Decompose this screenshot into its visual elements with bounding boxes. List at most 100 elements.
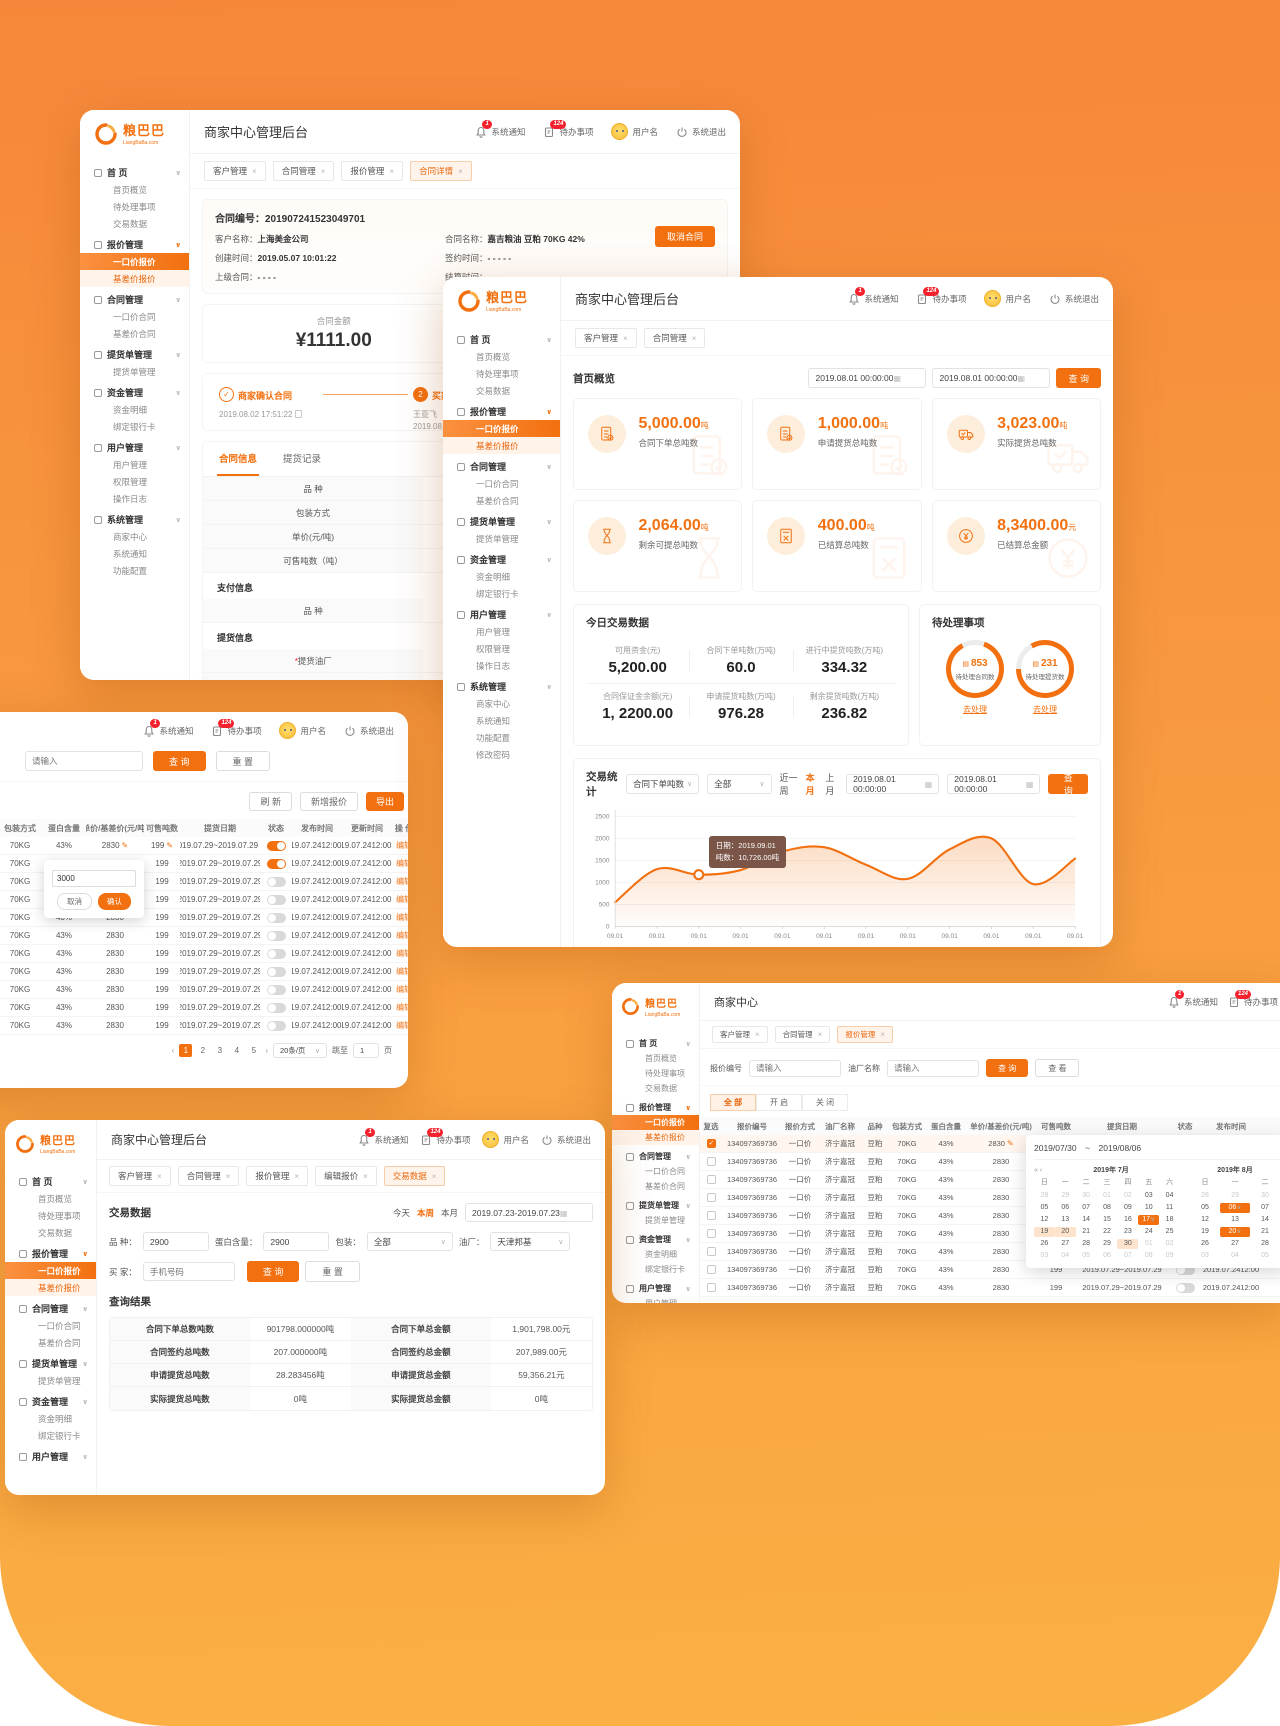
table-row[interactable]: 70KG 43% 2830 199 2019.07.29~2019.07.29 … [0, 981, 408, 999]
sidebar-item[interactable]: 一口价报价 [612, 1115, 699, 1130]
sidebar-item[interactable]: 权限管理 [476, 643, 511, 654]
toolbar-button[interactable]: 新增报价 [299, 792, 358, 811]
page-tab[interactable]: 合同管理 [177, 1166, 240, 1186]
chart-svg[interactable]: 0 500 1000 1500 2000 2500 09.01 09.01 09.01 09.01… [586, 805, 1088, 947]
confirm-button[interactable]: 确认 [98, 893, 131, 910]
reset-button[interactable]: 重 置 [215, 751, 271, 771]
close-icon[interactable] [818, 1030, 823, 1039]
sidebar-item[interactable]: 报价管理 [612, 1100, 699, 1115]
page-number[interactable]: 3 [217, 1046, 223, 1055]
buyer-phone-input[interactable] [142, 1262, 235, 1281]
table-row[interactable]: 70KG 43% 2830 199 2019.07.29~2019.07.29 … [0, 963, 408, 981]
calendar-day[interactable]: 11 [1165, 1204, 1174, 1211]
range-tab[interactable]: 本月 [805, 773, 815, 796]
brand-logo[interactable]: 粮巴巴 LiangBaBa.com [80, 110, 189, 156]
sidebar-item[interactable]: 用户管理 [612, 1281, 699, 1296]
edit-row-link[interactable]: 编辑 [396, 859, 408, 868]
sidebar-item[interactable]: 提货单管理 [80, 346, 189, 363]
calendar-day[interactable]: 14 [1082, 1216, 1091, 1223]
factory-select[interactable]: 天津邦基 [490, 1232, 571, 1251]
table-row[interactable]: 70KG 43% 2830 199 2019.07.29~2019.07.29 … [0, 999, 408, 1017]
metric-select[interactable]: 合同下单吨数 [625, 774, 700, 794]
status-tab[interactable]: 全 部 [710, 1094, 756, 1111]
sidebar-item[interactable]: 商家中心 [113, 531, 148, 542]
sidebar-item[interactable]: 首页概览 [113, 184, 148, 195]
calendar-day[interactable]: 12 [1040, 1216, 1049, 1223]
status-toggle[interactable] [266, 930, 286, 941]
toolbar-button[interactable]: 导出 [365, 792, 404, 811]
search-input[interactable] [25, 751, 143, 771]
calendar-day[interactable]: 20 [1054, 1227, 1076, 1237]
calendar-day[interactable]: 17 [1138, 1215, 1160, 1225]
sidebar-item[interactable]: 报价管理 [5, 1245, 96, 1262]
status-toggle[interactable] [266, 912, 286, 923]
calendar-day[interactable]: 03 [1144, 1192, 1153, 1199]
edit-row-link[interactable]: 编辑 [396, 967, 408, 976]
edit-icon[interactable] [1007, 1139, 1014, 1148]
sidebar-item[interactable]: 提货单管理 [645, 1216, 685, 1225]
calendar-day[interactable]: 27 [1061, 1240, 1070, 1247]
calendar-day[interactable]: 14 [1261, 1216, 1269, 1223]
detail-tab[interactable]: 合同信息 [217, 442, 260, 476]
table-row[interactable]: 70KG 43% 2830 199 2019.07.29~2019.07.29 … [0, 927, 408, 945]
sidebar-item[interactable]: 功能配置 [113, 565, 148, 576]
brand-logo[interactable]: 粮巴巴 LiangBaBa.com [443, 277, 560, 323]
close-icon[interactable] [294, 1172, 299, 1181]
status-toggle[interactable] [266, 966, 286, 977]
notifications-button[interactable]: 1 系统通知 [358, 1127, 408, 1146]
sidebar-item[interactable]: 系统管理 [80, 511, 189, 528]
reset-button[interactable]: 重 置 [305, 1261, 360, 1282]
notifications-button[interactable]: 1 系统通知 [143, 718, 193, 737]
calendar-day[interactable]: 05 [1201, 1204, 1209, 1211]
date-to-input[interactable]: 2019.08.01 00:00:00 [947, 774, 1041, 794]
copy-icon[interactable] [294, 410, 302, 418]
status-toggle[interactable] [1175, 1264, 1195, 1275]
table-row[interactable]: 70KG 43% 2830 199 2019.07.29~2019.07.29 … [0, 1017, 408, 1035]
sidebar-item[interactable]: 系统通知 [113, 548, 148, 559]
sidebar-item[interactable]: 首 页 [5, 1173, 96, 1190]
calendar-day[interactable]: 10 [1144, 1204, 1153, 1211]
sidebar-item[interactable]: 一口价合同 [113, 311, 156, 322]
close-icon[interactable] [321, 167, 326, 176]
sidebar-item[interactable]: 操作日志 [113, 493, 148, 504]
sidebar-item[interactable]: 提货单管理 [5, 1355, 96, 1372]
prev-page-icon[interactable]: ‹ [171, 1046, 175, 1055]
user-menu[interactable]: 用户名 [984, 290, 1031, 307]
sidebar-item[interactable]: 资金明细 [476, 571, 511, 582]
edit-row-link[interactable]: 编辑 [396, 913, 408, 922]
page-tab[interactable]: 合同管理 [774, 1026, 831, 1043]
logout-button[interactable]: 系统退出 [676, 126, 726, 138]
edit-row-link[interactable]: 编辑 [396, 895, 408, 904]
calendar-day[interactable]: 09 [1123, 1204, 1132, 1211]
status-toggle[interactable] [266, 1002, 286, 1013]
status-toggle[interactable] [266, 876, 286, 887]
sidebar-item[interactable]: 一口价报价 [443, 420, 560, 437]
notifications-button[interactable]: 1 系统通知 [1168, 989, 1218, 1008]
page-tab[interactable]: 合同管理 [643, 328, 706, 348]
table-row[interactable]: 134097369736 一口价 济宁嘉冠 豆粕 70KG 43% 2830 1… [700, 1261, 1280, 1279]
calendar-day[interactable]: 30 [1117, 1239, 1139, 1249]
calendar-day[interactable]: 07 [1082, 1204, 1091, 1211]
sidebar-item[interactable]: 一口价报价 [5, 1262, 96, 1279]
scope-select[interactable]: 全部 [707, 774, 772, 794]
sidebar-item[interactable]: 交易数据 [476, 385, 511, 396]
calendar-day[interactable]: 07 [1261, 1204, 1269, 1211]
jump-page-input[interactable] [353, 1043, 379, 1058]
status-toggle[interactable] [266, 840, 286, 851]
sidebar-item[interactable]: 基差价报价 [612, 1130, 699, 1145]
logout-button[interactable]: 系统退出 [344, 725, 394, 737]
calendar-day[interactable]: 04 [1165, 1192, 1174, 1199]
page-tab[interactable]: 客户管理 [575, 328, 637, 348]
sidebar-item[interactable]: 报价管理 [80, 236, 189, 253]
calendar-day[interactable]: 30 [1261, 1192, 1269, 1199]
date-to-input[interactable]: 2019.08.01 00:00:00 [932, 368, 1051, 388]
query-button[interactable]: 查 询 [986, 1059, 1029, 1077]
edit-row-link[interactable]: 编辑 [396, 949, 408, 958]
sidebar-item[interactable]: 首页概览 [476, 351, 511, 362]
edit-row-link[interactable]: 编辑 [396, 877, 408, 886]
calendar-day[interactable]: 24 [1144, 1228, 1153, 1235]
sidebar-item[interactable]: 修改密码 [476, 749, 511, 760]
sidebar-item[interactable]: 待处理事项 [113, 201, 156, 212]
sidebar-item[interactable]: 合同管理 [443, 458, 560, 475]
calendar-day[interactable]: 28 [1040, 1192, 1049, 1199]
